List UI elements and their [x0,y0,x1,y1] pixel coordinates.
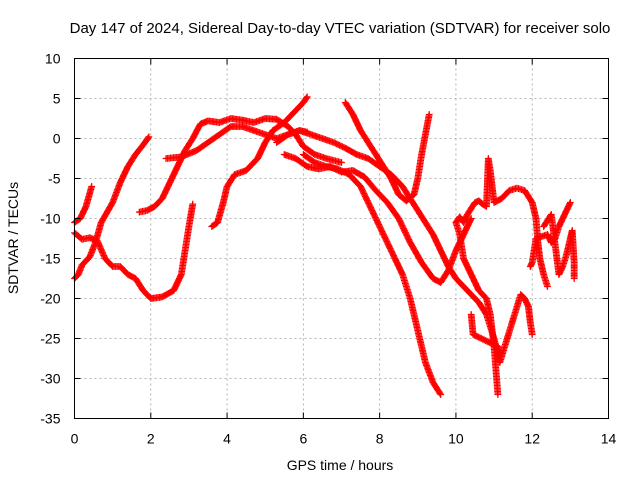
y-tick-label: -10 [40,211,60,227]
series-arc-2 [71,133,153,282]
data-point [145,133,153,141]
series-arc-13 [467,291,536,366]
data-point [436,389,444,397]
y-tick-label: -5 [48,171,61,187]
y-tick-label: -20 [40,291,60,307]
x-tick-label: 2 [147,431,155,447]
y-tick-label: -15 [40,251,60,267]
data-point [303,93,311,101]
y-tick-label: 0 [53,131,61,147]
series-arc-4 [135,115,345,216]
x-tick-label: 8 [376,431,384,447]
series-arc-3 [71,200,197,302]
data-points [71,93,578,398]
grid [74,58,609,419]
series-arc-15 [540,211,578,282]
data-point [437,391,445,398]
data-point [494,391,502,398]
data-point [303,94,310,102]
series-arc-10 [299,151,445,398]
data-point [566,199,574,206]
data-point [425,111,433,118]
x-tick-label: 12 [524,431,540,447]
x-tick-label: 14 [601,431,617,447]
series-arc-11 [452,219,502,398]
x-tick-label: 10 [448,431,464,447]
y-tick-label: -30 [40,371,60,387]
y-axis-label: SDTVAR / TECUs [5,182,21,294]
data-point [338,159,345,166]
y-tick-label: 10 [45,51,61,67]
axis-ticks: 0 2 4 6 8 10 12 14 -35 -30 -25 -20 -15 -10 -5 0 5 10 [40,51,616,447]
series-arc-6 [208,93,311,230]
x-tick-label: 6 [299,431,307,447]
data-point [467,215,475,222]
data-point [88,183,96,190]
data-point [144,134,152,142]
x-tick-label: 4 [223,431,231,447]
chart-title: Day 147 of 2024, Sidereal Day-to-day VTE… [70,20,611,37]
series-arc-9 [341,99,433,205]
y-tick-label: -25 [40,331,60,347]
plot-frame [74,58,609,419]
data-point [189,200,197,208]
y-tick-label: -35 [40,411,60,427]
y-tick-label: 5 [53,91,61,107]
data-point [570,275,578,282]
x-axis-label: GPS time / hours [287,457,394,473]
data-point [528,331,536,338]
data-point [544,283,551,290]
x-tick-label: 0 [71,431,79,447]
